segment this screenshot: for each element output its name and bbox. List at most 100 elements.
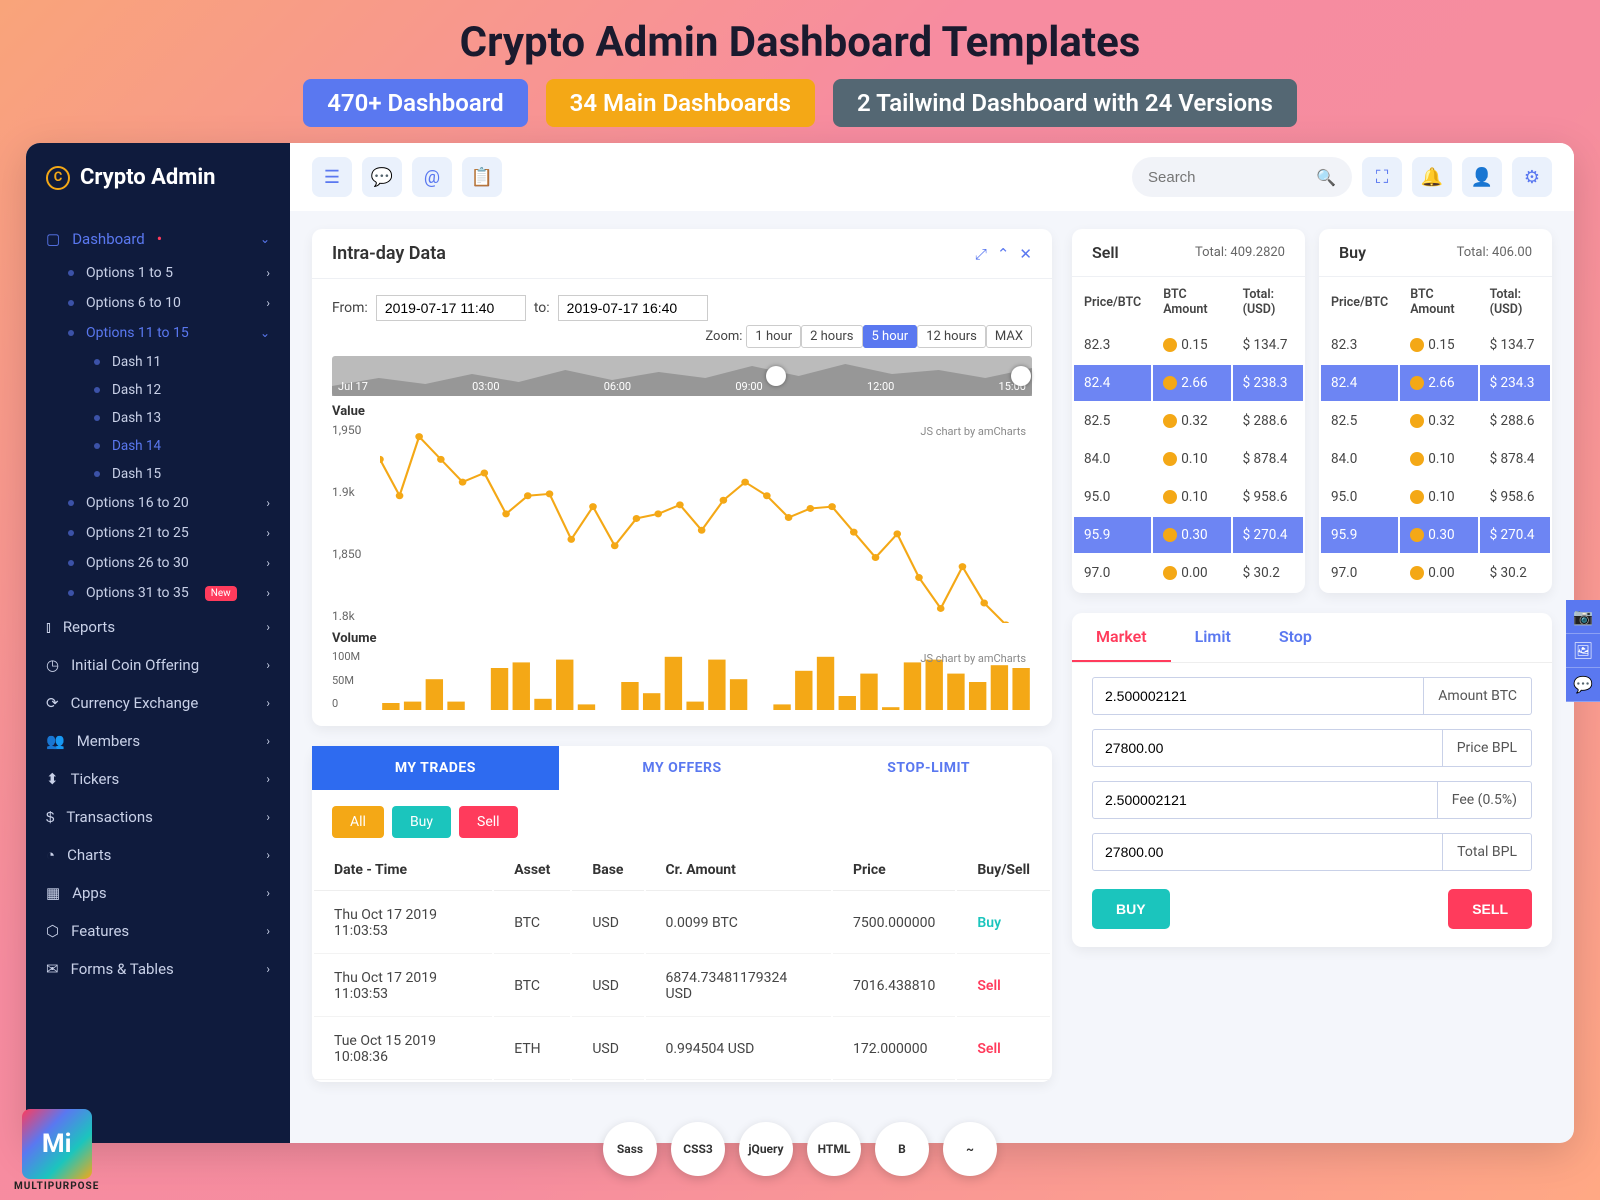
sidebar-dash[interactable]: Dash 14 [74,432,290,460]
trade-row[interactable]: Tue Oct 15 2019 10:08:36ETHUSD0.994504 U… [314,1019,1050,1080]
zoom-button[interactable]: MAX [986,325,1032,348]
sidebar-item[interactable]: ⬡Features› [26,912,290,950]
order-row[interactable]: 82.42.66$ 238.3 [1074,365,1303,401]
sidebar-option[interactable]: Options 26 to 30› [48,548,290,578]
from-input[interactable] [376,295,526,321]
trade-row[interactable]: Thu Oct 17 2019 11:03:53BTCUSD6874.73481… [314,956,1050,1017]
search-input[interactable] [1148,169,1316,186]
field-suffix: Fee (0.5%) [1438,781,1532,819]
at-icon[interactable]: @ [412,157,452,197]
market-input[interactable] [1092,781,1438,819]
filter-buy[interactable]: Buy [392,806,451,838]
user-icon[interactable]: 👤 [1462,157,1502,197]
filter-sell[interactable]: Sell [459,806,518,838]
order-row[interactable]: 95.90.30$ 270.4 [1074,517,1303,553]
order-row[interactable]: 84.00.10$ 878.4 [1321,441,1550,477]
float-camera-icon[interactable]: 📷 [1566,600,1600,634]
sell-button[interactable]: SELL [1448,889,1532,929]
nav-dashboard[interactable]: ▢ Dashboard • ⌄ [26,220,290,258]
zoom-button[interactable]: 12 hours [917,325,986,348]
coin-icon [1163,452,1177,466]
coin-icon [1410,376,1424,390]
sidebar-item[interactable]: ⫾Reports› [26,608,290,646]
mtab-stop[interactable]: Stop [1255,613,1336,662]
fullscreen-icon[interactable]: ⛶ [1362,157,1402,197]
market-input[interactable] [1092,729,1443,767]
filter-all[interactable]: All [332,806,384,838]
buy-card: Buy Total: 406.00 Price/BTCBTC AmountTot… [1319,229,1552,593]
order-row[interactable]: 97.00.00$ 30.2 [1321,555,1550,591]
market-tabs: Market Limit Stop [1072,613,1552,663]
mtab-market[interactable]: Market [1072,613,1171,662]
sidebar-item[interactable]: ⟳Currency Exchange› [26,684,290,722]
collapse-icon[interactable]: ⌃ [997,245,1010,263]
sidebar-option[interactable]: Options 1 to 5› [48,258,290,288]
order-row[interactable]: 82.30.15$ 134.7 [1321,327,1550,363]
order-row[interactable]: 97.00.00$ 30.2 [1074,555,1303,591]
dot-icon [94,359,100,365]
mini-range-chart[interactable]: Jul 1703:0006:0009:0012:0015:00 [332,356,1032,396]
sidebar-option[interactable]: Options 11 to 15⌄ [48,318,290,348]
order-row[interactable]: 95.00.10$ 958.6 [1321,479,1550,515]
col-header: Asset [494,850,570,891]
chevron-right-icon: › [266,620,270,634]
clipboard-icon[interactable]: 📋 [462,157,502,197]
market-input[interactable] [1092,677,1424,715]
order-row[interactable]: 84.00.10$ 878.4 [1074,441,1303,477]
zoom-button[interactable]: 5 hour [863,325,918,348]
sidebar-item[interactable]: ▦Apps› [26,874,290,912]
order-row[interactable]: 95.00.10$ 958.6 [1074,479,1303,515]
menu-icon[interactable]: ☰ [312,157,352,197]
tab-stop-limit[interactable]: STOP-LIMIT [805,746,1052,790]
sidebar-dash[interactable]: Dash 13 [74,404,290,432]
market-input[interactable] [1092,833,1443,871]
float-chat-icon[interactable]: 💬 [1566,668,1600,702]
order-row[interactable]: 95.90.30$ 270.4 [1321,517,1550,553]
tab-my-offers[interactable]: MY OFFERS [559,746,806,790]
sidebar-option[interactable]: Options 6 to 10› [48,288,290,318]
sidebar-item[interactable]: $Transactions› [26,798,290,836]
close-icon[interactable]: ✕ [1019,245,1032,263]
sidebar-item[interactable]: ◷Initial Coin Offering› [26,646,290,684]
zoom-button[interactable]: 2 hours [801,325,862,348]
zoom-button[interactable]: 1 hour [746,325,801,348]
nav-label: Tickers [71,770,120,788]
sidebar-item[interactable]: ◔Charts› [26,836,290,874]
expand-icon[interactable]: ⤢ [975,245,987,263]
chat-icon[interactable]: 💬 [362,157,402,197]
order-row[interactable]: 82.42.66$ 234.3 [1321,365,1550,401]
sidebar-dash[interactable]: Dash 12 [74,376,290,404]
sidebar-dash[interactable]: Dash 11 [74,348,290,376]
tab-my-trades[interactable]: MY TRADES [312,746,559,790]
buy-button[interactable]: BUY [1092,889,1170,929]
range-handle-left[interactable] [766,366,786,386]
range-handle-right[interactable] [1011,366,1031,386]
brand[interactable]: C Crypto Admin [26,143,290,212]
order-row[interactable]: 82.30.15$ 134.7 [1074,327,1303,363]
order-row[interactable]: 82.50.32$ 288.6 [1074,403,1303,439]
sidebar-option[interactable]: Options 16 to 20› [48,488,290,518]
sidebar-option[interactable]: Options 31 to 35New› [48,578,290,608]
search-box[interactable]: 🔍 [1132,157,1352,197]
nav-label: Initial Coin Offering [71,656,199,674]
nav-label: Reports [63,618,115,636]
sidebar-item[interactable]: ⬍Tickers› [26,760,290,798]
mtab-limit[interactable]: Limit [1171,613,1255,662]
search-icon: 🔍 [1316,168,1336,187]
trade-row[interactable]: Thu Oct 17 2019 11:03:53BTCUSD0.0099 BTC… [314,893,1050,954]
to-input[interactable] [558,295,708,321]
chevron-down-icon: ⌄ [260,232,270,246]
sidebar-item[interactable]: 👥Members› [26,722,290,760]
col-header: BTC Amount [1153,279,1230,325]
col-header: BTC Amount [1400,279,1477,325]
chevron-right-icon: › [266,658,270,672]
gear-icon[interactable]: ⚙ [1512,157,1552,197]
nav-icon: ◔ [46,847,55,864]
float-image-icon[interactable]: 🖼 [1566,634,1600,668]
chevron-right-icon: › [266,556,270,570]
sidebar-dash[interactable]: Dash 15 [74,460,290,488]
sidebar-option[interactable]: Options 21 to 25› [48,518,290,548]
order-row[interactable]: 82.50.32$ 288.6 [1321,403,1550,439]
bell-icon[interactable]: 🔔 [1412,157,1452,197]
sidebar-item[interactable]: ✉Forms & Tables› [26,950,290,988]
